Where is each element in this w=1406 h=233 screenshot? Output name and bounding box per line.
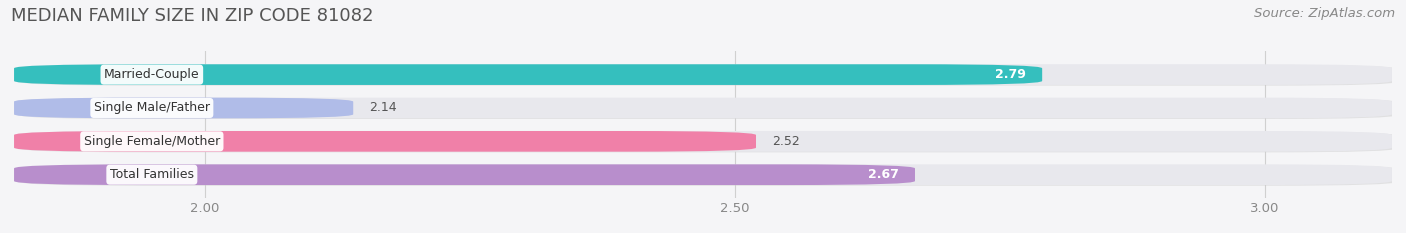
Text: 2.67: 2.67 xyxy=(869,168,898,181)
Text: Married-Couple: Married-Couple xyxy=(104,68,200,81)
FancyBboxPatch shape xyxy=(14,98,353,118)
Text: MEDIAN FAMILY SIZE IN ZIP CODE 81082: MEDIAN FAMILY SIZE IN ZIP CODE 81082 xyxy=(11,7,374,25)
FancyBboxPatch shape xyxy=(20,165,1398,186)
Text: 2.79: 2.79 xyxy=(995,68,1026,81)
FancyBboxPatch shape xyxy=(14,164,1392,185)
Text: 2.52: 2.52 xyxy=(772,135,800,148)
FancyBboxPatch shape xyxy=(20,98,1398,119)
FancyBboxPatch shape xyxy=(20,132,1398,152)
Text: Source: ZipAtlas.com: Source: ZipAtlas.com xyxy=(1254,7,1395,20)
Text: Total Families: Total Families xyxy=(110,168,194,181)
FancyBboxPatch shape xyxy=(14,131,756,152)
Text: Single Male/Father: Single Male/Father xyxy=(94,102,209,114)
FancyBboxPatch shape xyxy=(14,131,1392,152)
Text: 2.14: 2.14 xyxy=(370,102,396,114)
FancyBboxPatch shape xyxy=(14,98,1392,118)
Text: Single Female/Mother: Single Female/Mother xyxy=(84,135,219,148)
FancyBboxPatch shape xyxy=(14,64,1392,85)
FancyBboxPatch shape xyxy=(14,164,915,185)
FancyBboxPatch shape xyxy=(14,64,1042,85)
FancyBboxPatch shape xyxy=(20,65,1398,86)
